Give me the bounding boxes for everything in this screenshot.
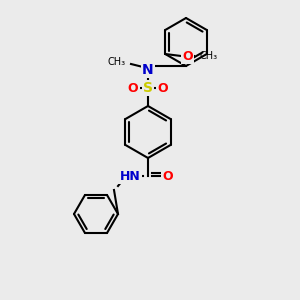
Text: CH₃: CH₃ [199, 51, 217, 61]
Text: N: N [142, 63, 154, 77]
Text: S: S [143, 81, 153, 95]
Text: O: O [182, 50, 193, 62]
Text: O: O [158, 82, 168, 94]
Text: HN: HN [120, 169, 140, 182]
Text: CH₃: CH₃ [108, 57, 126, 67]
Text: O: O [128, 82, 138, 94]
Text: O: O [163, 169, 173, 182]
